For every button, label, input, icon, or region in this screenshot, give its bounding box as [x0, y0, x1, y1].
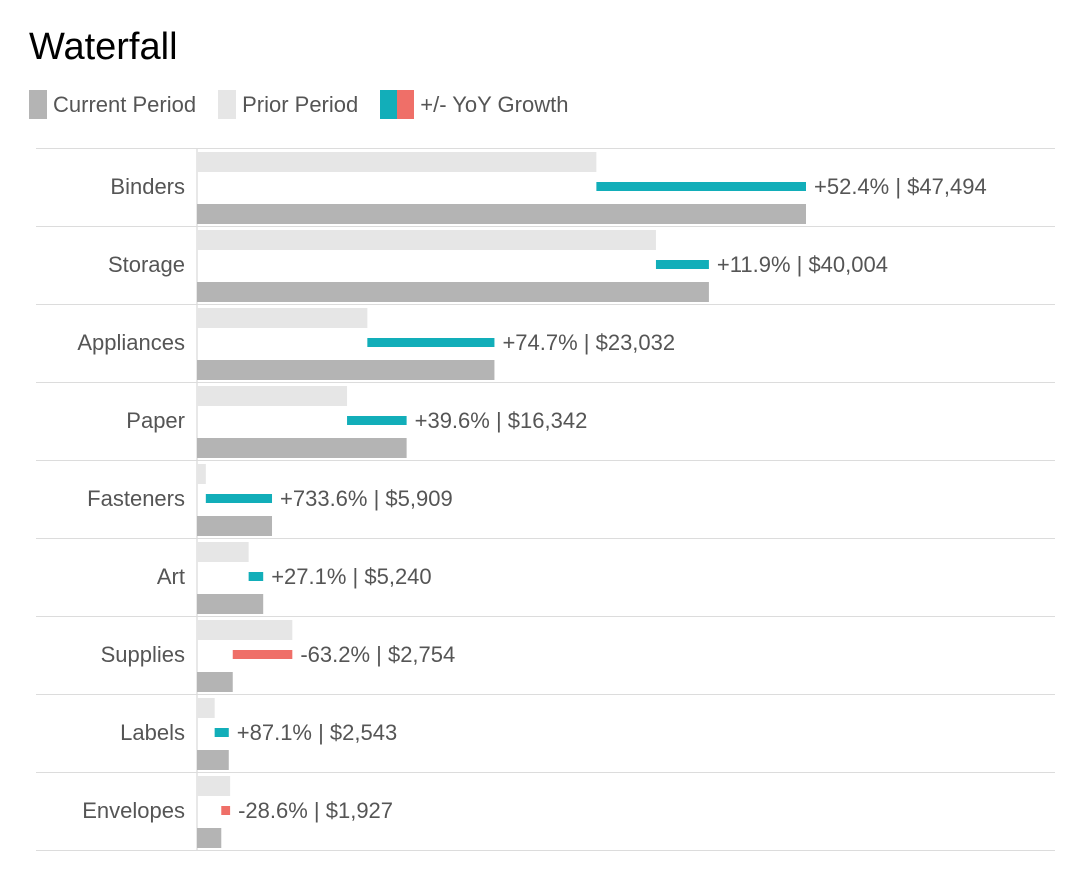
current-bar [197, 282, 709, 302]
prior-bar [197, 542, 249, 562]
yoy-label: -63.2% | $2,754 [300, 642, 455, 667]
category-label: Art [157, 564, 185, 589]
legend-swatch-growth-positive [380, 90, 398, 119]
current-bar [197, 438, 407, 458]
growth-bar [205, 494, 273, 503]
category-label: Storage [108, 252, 185, 277]
category-label: Labels [120, 720, 185, 745]
current-bar [197, 828, 222, 848]
yoy-label: +87.1% | $2,543 [237, 720, 397, 745]
yoy-label: +733.6% | $5,909 [280, 486, 453, 511]
growth-bar [214, 728, 229, 737]
current-bar [197, 360, 495, 380]
legend-swatch-prior [218, 90, 237, 119]
category-label: Fasteners [87, 486, 185, 511]
current-bar [197, 594, 264, 614]
current-bar [197, 750, 229, 770]
yoy-label: +11.9% | $40,004 [717, 252, 888, 277]
legend-item-prior: Prior Period [218, 90, 358, 119]
yoy-label: +39.6% | $16,342 [415, 408, 588, 433]
yoy-label: +74.7% | $23,032 [502, 330, 675, 355]
current-bar [197, 204, 806, 224]
category-label: Supplies [101, 642, 185, 667]
growth-bar [367, 338, 495, 347]
legend: Current Period Prior Period +/- YoY Grow… [29, 90, 590, 119]
yoy-label: +52.4% | $47,494 [814, 174, 987, 199]
legend-label-prior: Prior Period [242, 91, 359, 117]
category-label: Binders [110, 174, 185, 199]
growth-bar [655, 260, 709, 269]
growth-bar [248, 572, 264, 581]
legend-swatch-growth-negative [397, 90, 415, 119]
category-label: Envelopes [82, 798, 185, 823]
category-label: Appliances [77, 330, 185, 355]
category-label: Paper [126, 408, 185, 433]
growth-bar [347, 416, 407, 425]
current-bar [197, 516, 273, 536]
prior-bar [197, 386, 348, 406]
yoy-label: -28.6% | $1,927 [238, 798, 393, 823]
growth-bar [221, 806, 231, 815]
prior-bar [197, 464, 206, 484]
prior-bar [197, 230, 656, 250]
legend-item-growth: +/- YoY Growth [380, 90, 568, 119]
legend-label-current: Current Period [53, 91, 197, 117]
prior-bar [197, 308, 368, 328]
legend-label-growth: +/- YoY Growth [420, 91, 569, 117]
chart-title: Waterfall [29, 26, 178, 68]
current-bar [197, 672, 233, 692]
prior-bar [197, 620, 293, 640]
legend-item-current: Current Period [29, 90, 196, 119]
growth-bar [596, 182, 806, 191]
yoy-label: +27.1% | $5,240 [271, 564, 431, 589]
growth-bar [232, 650, 293, 659]
prior-bar [197, 776, 231, 796]
prior-bar [197, 698, 215, 718]
legend-swatch-current [29, 90, 47, 119]
prior-bar [197, 152, 597, 172]
